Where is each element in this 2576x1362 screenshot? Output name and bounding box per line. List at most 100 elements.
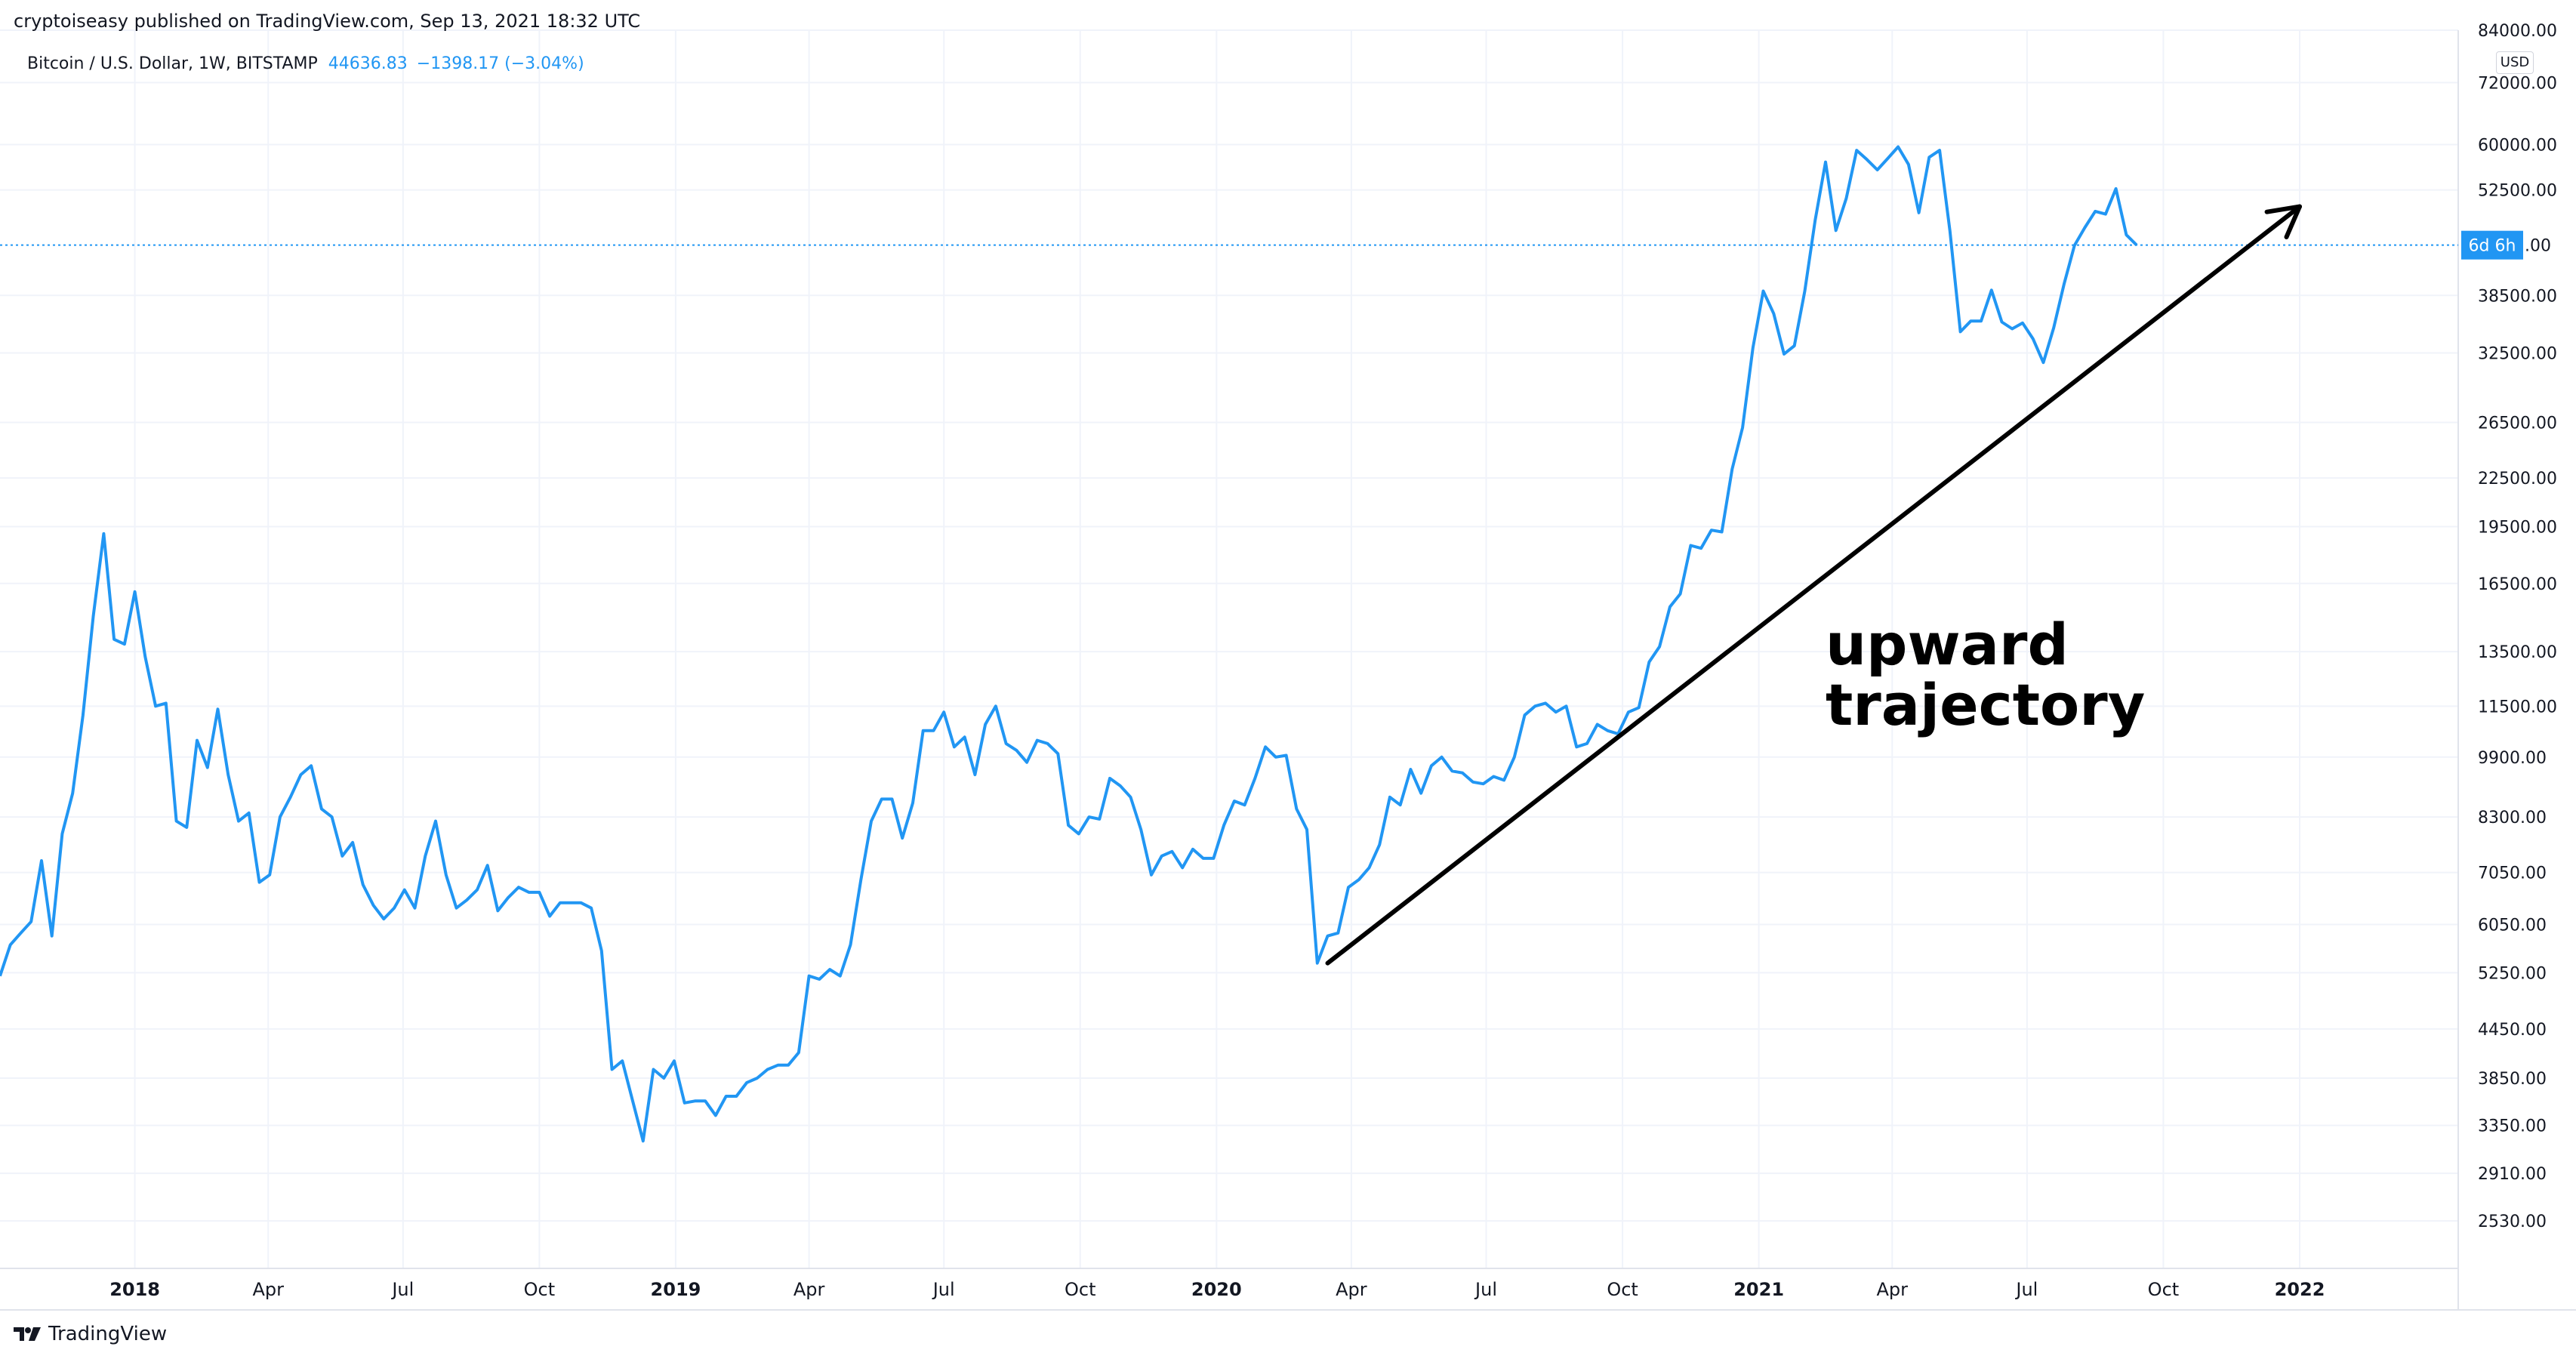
- price-data-point: [382, 917, 386, 921]
- price-data-point: [1098, 817, 1102, 821]
- price-data-point: [713, 1114, 717, 1117]
- price-data-point: [673, 1059, 676, 1063]
- price-data-point: [1875, 168, 1879, 172]
- price-data-point: [1564, 704, 1568, 708]
- price-data-point: [1274, 755, 1277, 759]
- price-data-point: [268, 873, 272, 877]
- y-tick-label: 4450.00: [2478, 1021, 2547, 1040]
- price-data-point: [2114, 186, 2118, 190]
- price-data-point: [838, 974, 842, 978]
- currency-badge[interactable]: USD: [2496, 51, 2534, 74]
- price-data-point: [1481, 782, 1485, 786]
- price-data-point: [1398, 803, 1402, 807]
- price-data-point: [71, 791, 75, 795]
- price-data-point: [1492, 775, 1496, 778]
- y-tick-label: 52500.00: [2478, 182, 2557, 201]
- price-data-point: [164, 701, 168, 705]
- x-tick-label: 2018: [109, 1279, 160, 1300]
- price-data-point: [1824, 160, 1828, 164]
- price-data-point: [1533, 704, 1537, 708]
- price-data-point: [2000, 320, 2004, 324]
- price-data-point: [133, 590, 137, 593]
- price-data-point: [1803, 289, 1807, 293]
- price-data-point: [174, 819, 178, 823]
- price-data-point: [1897, 145, 1900, 149]
- price-data-point: [1969, 319, 1973, 323]
- time-axis[interactable]: 2018 Apr Jul Oct 2019 Apr Jul Oct 2020 Apr Jul Oct 2…: [109, 1279, 2325, 1300]
- price-data-point: [641, 1139, 645, 1143]
- trend-arrow-head: [2264, 204, 2302, 239]
- footer-brand[interactable]: TradingView: [14, 1323, 167, 1345]
- price-data-point: [1108, 776, 1112, 780]
- price-data-point: [1554, 710, 1558, 714]
- price-data-point: [1658, 645, 1662, 649]
- price-data-point: [330, 815, 334, 819]
- price-data-point: [1129, 795, 1132, 799]
- y-tick-label: 2530.00: [2478, 1213, 2547, 1231]
- price-data-point: [81, 713, 85, 717]
- price-data-point: [1087, 815, 1091, 819]
- price-data-point: [1212, 856, 1216, 860]
- price-data-point: [558, 901, 562, 904]
- y-tick-label: 9900.00: [2478, 749, 2547, 768]
- price-data-point: [299, 773, 303, 777]
- y-tick-label: 3350.00: [2478, 1117, 2547, 1136]
- price-data-point: [485, 864, 489, 867]
- y-tick-label: 16500.00: [2478, 575, 2557, 594]
- price-data-point: [1378, 843, 1382, 846]
- x-tick-label: 2019: [651, 1279, 701, 1300]
- price-data-point: [1450, 769, 1454, 773]
- price-data-point: [538, 890, 541, 894]
- y-tick-label: 60000.00: [2478, 136, 2557, 155]
- x-tick-label: Jul: [1474, 1279, 1497, 1300]
- symbol-description: Bitcoin / U.S. Dollar, 1W, BITSTAMP: [27, 54, 318, 73]
- x-tick-label: Jul: [390, 1279, 414, 1300]
- price-data-point: [1315, 961, 1319, 965]
- symbol-legend[interactable]: Bitcoin / U.S. Dollar, 1W, BITSTAMP 44636…: [27, 54, 584, 73]
- x-tick-label: Oct: [1607, 1279, 1638, 1300]
- x-tick-label: Oct: [2148, 1279, 2180, 1300]
- price-data-point: [1409, 768, 1413, 772]
- price-data-point: [1160, 854, 1163, 858]
- price-data-point: [890, 797, 894, 801]
- price-data-point: [911, 801, 915, 805]
- price-data-point: [818, 978, 821, 981]
- price-data-point: [444, 873, 448, 877]
- y-tick-label: 84000.00: [2478, 22, 2557, 41]
- price-data-point: [1906, 162, 1910, 166]
- price-data-point: [828, 968, 832, 972]
- price-data-point: [1243, 803, 1246, 807]
- price-data-point: [1637, 706, 1641, 710]
- price-data-point: [1595, 723, 1599, 726]
- price-data-point: [310, 764, 313, 768]
- price-data-point: [29, 920, 33, 923]
- price-data-point: [226, 773, 230, 777]
- price-data-point: [2094, 209, 2097, 213]
- y-tick-label: 13500.00: [2478, 643, 2557, 662]
- y-tick-label: 7050.00: [2478, 864, 2547, 883]
- price-data-point: [1741, 426, 1745, 430]
- price-series-line[interactable]: [0, 145, 2138, 1143]
- price-data-point: [205, 766, 209, 769]
- price-data-point: [1606, 729, 1610, 732]
- x-tick-label: Oct: [1065, 1279, 1096, 1300]
- price-data-point: [40, 859, 44, 863]
- y-tick-label: 2910.00: [2478, 1165, 2547, 1184]
- price-data-point: [610, 1068, 614, 1071]
- price-data-point: [1015, 748, 1018, 752]
- last-price-value-box: [2523, 230, 2553, 260]
- price-data-point: [1035, 738, 1039, 742]
- price-data-point: [424, 854, 427, 858]
- price-data-point: [1512, 755, 1516, 759]
- price-data-point: [1751, 346, 1755, 350]
- price-axis[interactable]: 2530.00 2910.00 3350.00 3850.00 4450.00 5250.…: [2478, 22, 2557, 1231]
- price-data-point: [1948, 230, 1952, 233]
- price-data-point: [1139, 827, 1143, 831]
- x-tick-label: Apr: [1336, 1279, 1367, 1300]
- price-data-point: [1668, 605, 1672, 609]
- last-price-badge: [2461, 230, 2523, 260]
- price-data-point: [1118, 784, 1122, 787]
- price-data-point: [527, 890, 531, 894]
- x-tick-label: Oct: [524, 1279, 556, 1300]
